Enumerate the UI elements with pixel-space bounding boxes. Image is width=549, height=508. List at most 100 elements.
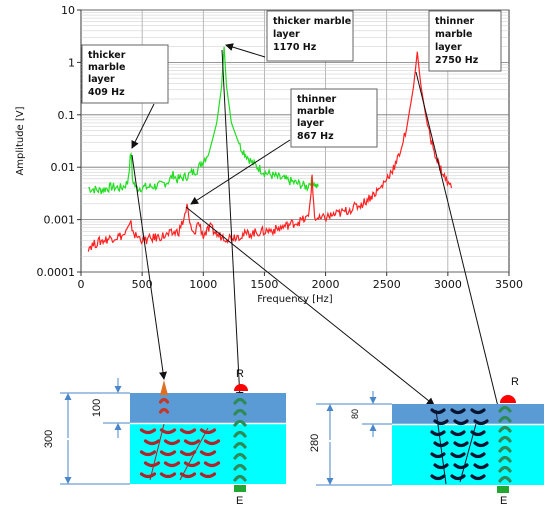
y-tick-label: 0.1 — [58, 109, 76, 122]
x-tick-label: 1500 — [250, 278, 278, 291]
annotation-line: thicker — [88, 50, 126, 61]
arrow-409-to-left — [131, 154, 167, 380]
x-tick-label: 3500 — [495, 278, 523, 291]
wave-front — [433, 463, 449, 470]
annotation-line: 1170 Hz — [273, 42, 317, 53]
wave-front — [430, 408, 446, 415]
wave-front — [450, 452, 466, 459]
chart-ticks: 0 500 1000 1500 2000 2500 3000 3500 10 1 0.1 0.01 0.… — [37, 4, 524, 291]
arrow-1170-to-left — [221, 49, 244, 400]
wave-front — [233, 452, 247, 460]
wave-front — [498, 475, 512, 483]
pointer-1170 — [225, 43, 266, 58]
wave-front — [470, 452, 486, 459]
top-layer-thickness: 100 — [91, 399, 103, 417]
wave-front — [498, 455, 512, 463]
wave-front — [450, 430, 466, 437]
wave-front — [453, 441, 469, 448]
waves-green — [498, 405, 512, 483]
wave-front — [139, 472, 157, 479]
wave-front — [233, 463, 247, 471]
receiver-label: R — [236, 368, 244, 380]
wave-front — [179, 428, 197, 435]
wave-front — [453, 419, 469, 426]
wave-front — [183, 461, 201, 468]
y-tick-label: 10 — [61, 4, 75, 17]
wave-front — [159, 472, 177, 479]
wave-front — [233, 474, 247, 482]
annotation-line: thinner — [297, 94, 337, 105]
x-axis-label: Frequency [Hz] — [257, 294, 333, 305]
bottom-layer — [392, 425, 544, 485]
annotation-line: marble — [297, 106, 335, 117]
ray — [179, 427, 209, 481]
y-tick-label: 1 — [68, 56, 75, 69]
wave-front — [450, 474, 466, 481]
dimension-lines — [60, 378, 130, 485]
wave-front — [430, 430, 446, 437]
annotation-line: marble — [88, 62, 126, 73]
annotation-line: layer — [435, 42, 462, 53]
wave-front — [143, 439, 161, 446]
y-tick-label: 0.01 — [51, 161, 76, 174]
wave-front — [158, 407, 170, 414]
receiver-icon — [234, 384, 248, 391]
wave-front — [233, 408, 247, 416]
annotation-line: marble — [435, 29, 473, 40]
wave-front — [498, 425, 512, 433]
wave-front — [143, 461, 161, 468]
receiver-icon — [500, 395, 516, 403]
wave-front — [233, 397, 247, 405]
waves-red — [139, 397, 221, 481]
wave-front — [203, 461, 221, 468]
top-layer-thickness: 80 — [350, 409, 360, 419]
wave-front — [498, 405, 512, 413]
wave-front — [498, 435, 512, 443]
annotation-thicker-1170: thicker marble layer 1170 Hz — [266, 10, 354, 62]
wave-front — [498, 465, 512, 473]
x-tick-label: 2500 — [373, 278, 401, 291]
wave-front — [498, 415, 512, 423]
peak-to-diagram-arrows — [131, 49, 507, 432]
wave-front — [433, 419, 449, 426]
annotation-line: layer — [88, 74, 115, 85]
wave-front — [470, 430, 486, 437]
total-thickness: 300 — [43, 430, 55, 448]
dimension-lines — [316, 391, 392, 486]
annotation-line: layer — [273, 29, 300, 40]
x-tick-label: 0 — [78, 278, 85, 291]
ray — [435, 409, 447, 485]
y-tick-label: 0.001 — [44, 214, 76, 227]
wave-front — [139, 450, 157, 457]
wave-front — [473, 441, 489, 448]
source-marker — [160, 380, 168, 395]
annotation-thinner-867: thinner marble layer 867 Hz — [290, 88, 378, 148]
annotation-line: 409 Hz — [88, 87, 125, 98]
annotation-line: 2750 Hz — [435, 55, 479, 66]
x-tick-label: 3000 — [434, 278, 462, 291]
wave-front — [430, 474, 446, 481]
series-line — [87, 51, 453, 252]
wave-front — [470, 408, 486, 415]
ray — [459, 423, 477, 483]
wave-front — [233, 441, 247, 449]
wave-front — [159, 450, 177, 457]
diagram-left: 100 300 R E — [43, 368, 286, 507]
emitter-icon — [497, 486, 509, 493]
y-axis-label: Amplitude [V] — [15, 106, 26, 175]
wave-front — [453, 463, 469, 470]
wave-front — [450, 408, 466, 415]
wave-front — [163, 439, 181, 446]
wave-front — [158, 397, 170, 404]
receiver-label: R — [511, 376, 519, 388]
emitter-label: E — [236, 495, 243, 507]
waves-dark — [430, 408, 489, 485]
wave-front — [233, 419, 247, 427]
annotation-line: thinner — [435, 16, 475, 27]
arrow-2750-to-right — [415, 71, 507, 432]
total-thickness: 280 — [309, 434, 321, 452]
emitter-label: E — [500, 495, 507, 507]
y-tick-label: 0.0001 — [37, 266, 76, 279]
wave-front — [203, 439, 221, 446]
